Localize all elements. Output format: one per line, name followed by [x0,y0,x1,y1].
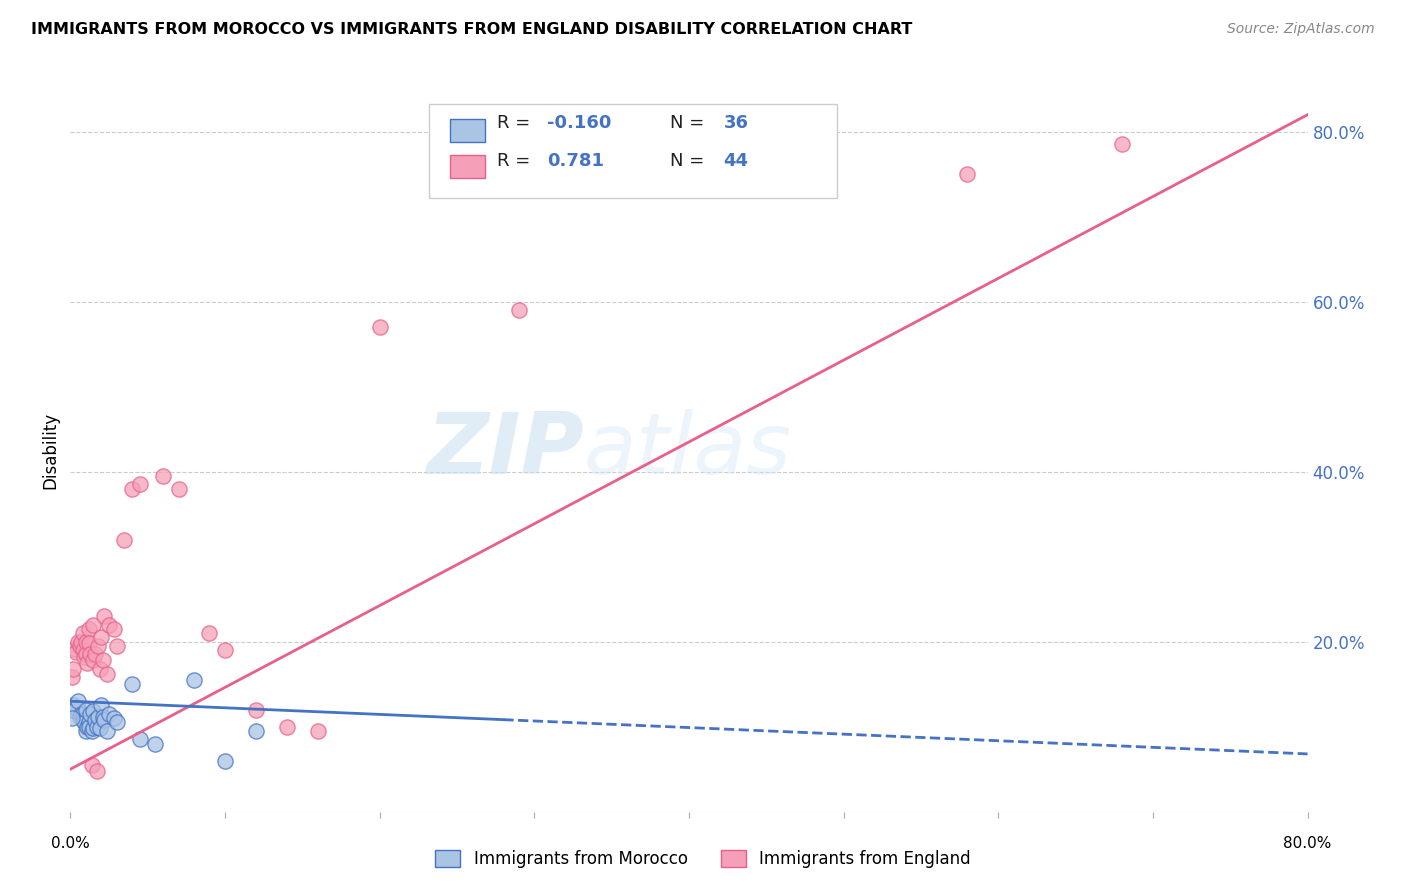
Point [77,636,100,650]
Point [76,720,98,734]
Point [62,662,84,676]
Point [89,662,111,676]
Point [72,626,94,640]
Point [75,703,97,717]
Text: ZIP: ZIP [426,409,583,492]
Text: 44: 44 [724,152,748,170]
Point [96,723,118,738]
Point [90,631,112,645]
Point [129,732,152,747]
Point [105,639,128,653]
Text: 36: 36 [724,114,748,133]
Text: N =: N = [671,152,710,170]
Bar [450,119,485,142]
Point [368,320,391,334]
Point [167,482,190,496]
Point [82,705,105,719]
Point [79,648,101,662]
Text: 0.781: 0.781 [547,152,603,170]
Point [62,698,84,713]
Point [69,709,91,723]
Point [98,706,120,721]
Text: 80.0%: 80.0% [1284,836,1331,850]
Text: R =: R = [498,152,541,170]
Point [73,650,96,665]
Point [121,482,143,496]
Text: -0.160: -0.160 [547,114,612,133]
Point [75,723,97,738]
Point [114,533,135,547]
Point [72,706,94,721]
FancyBboxPatch shape [429,103,838,198]
Point [86,764,108,778]
Point [77,720,100,734]
Point [145,737,166,751]
Point [93,713,115,727]
Point [80,758,103,772]
Point [96,667,118,681]
Point [1111,137,1133,152]
Text: 0.0%: 0.0% [51,836,90,850]
Point [77,715,100,730]
Point [77,622,100,636]
Text: atlas: atlas [583,409,792,492]
Point [103,622,125,636]
Point [245,723,267,738]
Point [129,477,152,491]
Point [76,656,98,670]
Legend: Immigrants from Morocco, Immigrants from England: Immigrants from Morocco, Immigrants from… [429,843,977,875]
Point [87,639,110,653]
Text: Source: ZipAtlas.com: Source: ZipAtlas.com [1227,22,1375,37]
Point [86,720,108,734]
Point [79,706,101,721]
Point [98,617,120,632]
Point [198,626,221,640]
Point [67,694,90,708]
Point [65,701,87,715]
Point [60,711,83,725]
Point [84,713,107,727]
Point [91,653,114,667]
Point [90,698,112,713]
Point [307,723,329,738]
Point [82,617,105,632]
Point [105,715,128,730]
Point [70,634,93,648]
Point [82,722,105,736]
Point [103,711,125,725]
Point [956,167,979,181]
Point [82,653,105,667]
Point [89,722,111,736]
Point [72,713,94,727]
Point [93,609,115,624]
Point [69,639,91,653]
Point [84,648,107,662]
Text: N =: N = [671,114,710,133]
Point [183,673,205,687]
Point [214,643,236,657]
Point [276,720,298,734]
Bar [450,155,485,178]
Point [152,469,174,483]
Point [121,677,143,691]
Point [508,303,530,318]
Point [91,709,114,723]
Point [70,706,93,721]
Point [75,648,97,662]
Point [63,705,86,719]
Text: IMMIGRANTS FROM MOROCCO VS IMMIGRANTS FROM ENGLAND DISABILITY CORRELATION CHART: IMMIGRANTS FROM MOROCCO VS IMMIGRANTS FR… [31,22,912,37]
Point [65,645,87,659]
Point [60,670,83,684]
Point [80,723,103,738]
Point [75,634,97,648]
Point [214,754,236,768]
Point [73,715,96,730]
Point [87,709,110,723]
Point [67,634,90,648]
Point [245,703,267,717]
Text: R =: R = [498,114,536,133]
Point [63,641,86,656]
Y-axis label: Disability: Disability [41,412,59,489]
Point [72,643,94,657]
